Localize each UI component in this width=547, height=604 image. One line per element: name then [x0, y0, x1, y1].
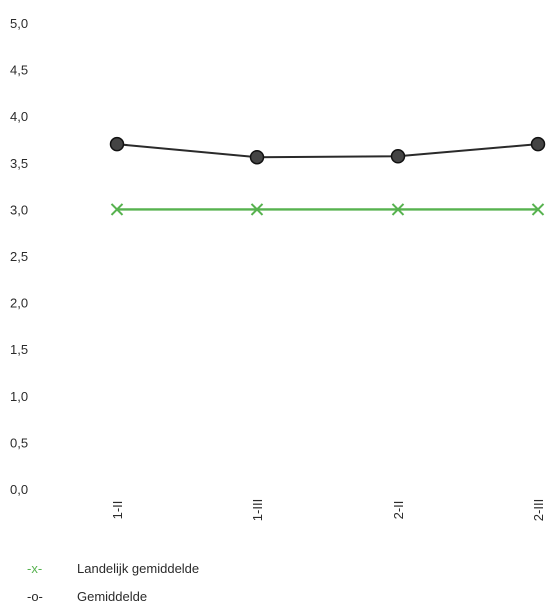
legend-symbol: -x-: [27, 561, 42, 576]
legend-symbol: -o-: [27, 589, 43, 604]
series-x: [112, 204, 544, 215]
x-tick-label: 2-II: [391, 501, 406, 520]
y-tick-label: 4,0: [10, 109, 28, 124]
y-tick-label: 2,5: [10, 249, 28, 264]
legend-label: Landelijk gemiddelde: [77, 561, 199, 576]
y-tick-label: 2,0: [10, 296, 28, 311]
data-point-marker: [532, 138, 545, 151]
legend: -x- Landelijk gemiddelde -o- Gemiddelde: [27, 561, 199, 604]
y-axis-tick-labels: 0,0 0,5 1,0 1,5 2,0 2,5 3,0 3,5 4,0 4,5 5,0: [10, 16, 28, 497]
y-tick-label: 1,0: [10, 389, 28, 404]
legend-label: Gemiddelde: [77, 589, 147, 604]
y-tick-label: 0,0: [10, 482, 28, 497]
x-tick-label: 2-III: [531, 499, 546, 521]
y-tick-label: 3,0: [10, 202, 28, 217]
data-point-marker: [392, 150, 405, 163]
x-axis-tick-labels: 1-II 1-III 2-II 2-III: [110, 499, 546, 521]
x-tick-label: 1-III: [250, 499, 265, 521]
series-o: [111, 138, 545, 164]
data-point-marker: [111, 138, 124, 151]
y-tick-label: 3,5: [10, 156, 28, 171]
y-tick-label: 5,0: [10, 16, 28, 31]
y-tick-label: 0,5: [10, 435, 28, 450]
series-line: [117, 144, 538, 157]
y-tick-label: 1,5: [10, 342, 28, 357]
series-layer: [111, 138, 545, 215]
x-tick-label: 1-II: [110, 501, 125, 520]
y-tick-label: 4,5: [10, 63, 28, 78]
data-point-marker: [251, 151, 264, 164]
